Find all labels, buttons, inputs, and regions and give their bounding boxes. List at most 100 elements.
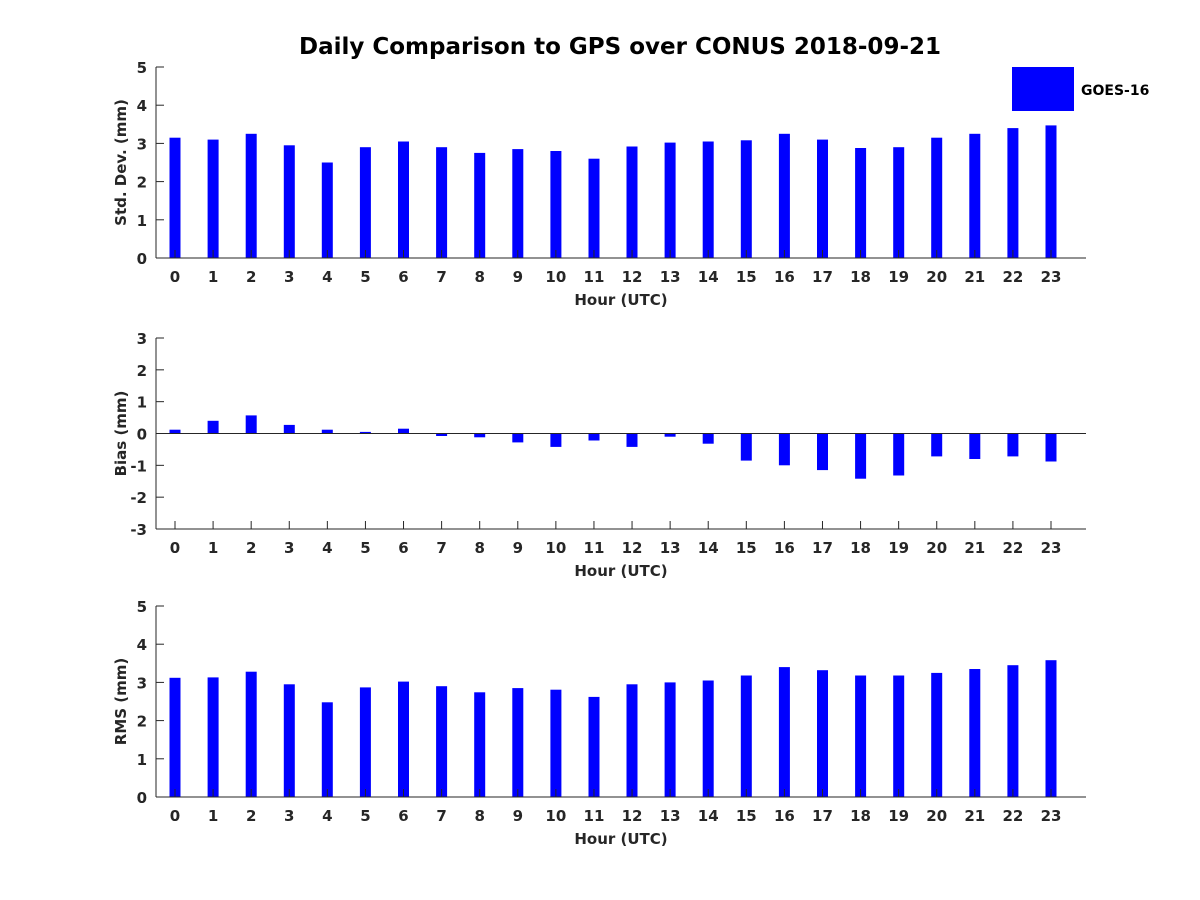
y-tick-label: 2	[137, 362, 147, 380]
bar-hour-18	[855, 675, 867, 797]
y-tick-label: -3	[130, 521, 147, 539]
x-tick-label: 5	[360, 807, 370, 825]
y-axis-label: Bias (mm)	[112, 391, 130, 477]
x-tick-label: 0	[170, 539, 180, 557]
x-tick-label: 23	[1041, 539, 1062, 557]
bar-hour-6	[398, 681, 409, 797]
legend-label: GOES-16	[1081, 83, 1149, 99]
bar-hour-9	[512, 149, 524, 258]
x-tick-label: 6	[398, 807, 408, 825]
x-tick-label: 23	[1041, 268, 1062, 286]
x-tick-label: 16	[774, 539, 795, 557]
bar-hour-22	[1007, 433, 1019, 457]
x-tick-label: 20	[926, 807, 947, 825]
bar-hour-15	[740, 140, 752, 258]
x-tick-label: 13	[660, 539, 681, 557]
x-tick-label: 11	[584, 807, 605, 825]
y-tick-label: 1	[137, 212, 147, 230]
bar-hour-14	[702, 680, 714, 797]
x-tick-label: 5	[360, 268, 370, 286]
x-tick-label: 23	[1041, 807, 1062, 825]
legend: GOES-16	[1012, 67, 1149, 111]
y-tick-label: 0	[137, 250, 147, 268]
x-tick-label: 3	[284, 268, 294, 286]
x-tick-label: 17	[812, 268, 833, 286]
x-tick-label: 21	[964, 268, 985, 286]
bar-hour-20	[931, 137, 943, 258]
bar-hour-16	[778, 433, 790, 466]
bar-hour-9	[512, 688, 524, 797]
x-tick-label: 14	[698, 807, 719, 825]
x-tick-label: 6	[398, 539, 408, 557]
x-tick-label: 14	[698, 539, 719, 557]
x-tick-label: 20	[926, 268, 947, 286]
y-tick-label: 2	[137, 713, 147, 731]
x-tick-label: 18	[850, 539, 871, 557]
bar-hour-11	[588, 696, 600, 797]
bar-hour-4	[321, 702, 333, 797]
bar-hour-6	[398, 428, 409, 434]
y-tick-label: 3	[137, 135, 147, 153]
x-axis-label: Hour (UTC)	[574, 562, 667, 580]
x-tick-label: 17	[812, 539, 833, 557]
bar-hour-11	[588, 158, 600, 258]
bar-hour-1	[207, 420, 219, 434]
bar-hour-5	[359, 431, 371, 434]
bar-hour-2	[245, 133, 257, 258]
bar-hour-2	[245, 671, 257, 797]
x-tick-label: 1	[208, 807, 218, 825]
x-tick-label: 20	[926, 539, 947, 557]
bar-hour-23	[1045, 660, 1057, 797]
y-axis-label: RMS (mm)	[112, 658, 130, 745]
bar-hour-16	[778, 133, 790, 258]
bar-hour-10	[550, 433, 562, 447]
x-tick-label: 17	[812, 807, 833, 825]
x-tick-label: 15	[736, 807, 757, 825]
bar-hour-19	[893, 433, 905, 476]
x-tick-label: 6	[398, 268, 408, 286]
x-tick-label: 2	[246, 268, 256, 286]
x-tick-label: 15	[736, 268, 757, 286]
bar-hour-19	[893, 147, 905, 258]
x-tick-label: 8	[474, 268, 484, 286]
bar-hour-0	[169, 137, 181, 258]
bar-hour-3	[283, 684, 295, 797]
x-tick-label: 18	[850, 807, 871, 825]
x-tick-label: 21	[964, 539, 985, 557]
y-tick-label: 5	[137, 598, 147, 616]
x-tick-label: 15	[736, 539, 757, 557]
bar-hour-7	[436, 686, 448, 797]
x-tick-label: 11	[584, 268, 605, 286]
bar-hour-2	[245, 415, 257, 434]
x-tick-label: 14	[698, 268, 719, 286]
x-tick-label: 9	[513, 268, 523, 286]
bar-hour-5	[359, 687, 371, 797]
figure-title: Daily Comparison to GPS over CONUS 2018-…	[299, 34, 941, 60]
bar-hour-15	[740, 675, 752, 797]
x-tick-label: 19	[888, 807, 909, 825]
bar-hour-21	[969, 133, 981, 258]
x-tick-label: 4	[322, 539, 332, 557]
bar-hour-4	[321, 162, 333, 258]
bar-hour-6	[398, 141, 409, 258]
bar-hour-10	[550, 151, 562, 258]
y-tick-label: 1	[137, 394, 147, 412]
x-tick-label: 0	[170, 807, 180, 825]
x-tick-label: 19	[888, 539, 909, 557]
bar-hour-3	[283, 145, 295, 258]
x-tick-label: 8	[474, 807, 484, 825]
bar-hour-18	[855, 148, 867, 258]
bar-hour-19	[893, 675, 905, 797]
x-tick-label: 22	[1002, 539, 1023, 557]
bar-hour-12	[626, 433, 638, 447]
bar-hour-13	[664, 142, 676, 258]
y-tick-label: 4	[137, 636, 147, 654]
bar-hour-17	[817, 433, 828, 471]
x-tick-label: 10	[545, 807, 566, 825]
bar-hour-22	[1007, 128, 1019, 258]
y-tick-label: -1	[130, 457, 147, 475]
bar-hour-17	[817, 670, 828, 797]
x-tick-label: 3	[284, 807, 294, 825]
